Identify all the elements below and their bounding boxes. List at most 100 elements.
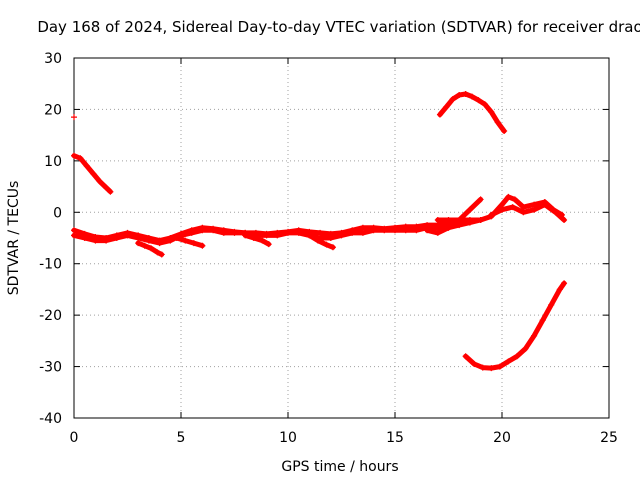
series-trace (306, 232, 336, 250)
data-point (488, 365, 495, 372)
data-point (92, 233, 99, 240)
data-point (71, 227, 77, 234)
data-point (481, 101, 488, 108)
data-point (509, 204, 516, 211)
data-point (231, 228, 238, 235)
x-axis-label: GPS time / hours (281, 459, 398, 475)
data-point (531, 332, 538, 339)
y-tick-label: -40 (39, 411, 62, 427)
data-point (148, 245, 155, 252)
data-point (488, 211, 495, 218)
data-point (552, 209, 559, 216)
data-point (445, 224, 452, 231)
data-point (135, 240, 142, 247)
data-point (475, 97, 482, 104)
data-point (90, 170, 97, 177)
data-point (381, 225, 388, 232)
data-point (135, 232, 142, 239)
data-point (329, 244, 336, 251)
data-point (522, 345, 529, 352)
x-tick-label: 5 (177, 430, 186, 446)
data-point (471, 361, 478, 367)
axis-ticks: 0 5 10 15 20 25 -40 -30 -20 -10 0 10 20 30 (39, 51, 618, 446)
series-arc-dip-near-9h (242, 232, 272, 248)
data-point (113, 232, 120, 239)
data-point (96, 178, 103, 185)
data-point (274, 229, 281, 236)
series-arc-late-lower (488, 201, 568, 223)
data-point (145, 235, 152, 241)
series-arc-dip-near-12h (306, 232, 336, 251)
data-point (413, 223, 420, 230)
data-point (285, 228, 291, 235)
data-point (103, 184, 110, 191)
data-point (103, 235, 110, 241)
data-point (124, 229, 131, 236)
data-point (445, 217, 452, 223)
x-tick-label: 15 (386, 430, 404, 446)
y-tick-label: -30 (39, 360, 62, 376)
x-tick-label: 10 (279, 430, 297, 446)
y-tick-label: 0 (53, 205, 62, 221)
data-point (466, 217, 473, 223)
data-point (190, 240, 197, 247)
data-point (178, 230, 184, 237)
data-point (556, 286, 563, 293)
series-trace (463, 280, 567, 371)
data-point (242, 232, 249, 239)
data-point (259, 237, 266, 244)
data-point (83, 163, 90, 169)
series-arc-dip-near-6h (173, 235, 206, 249)
data-point (494, 119, 501, 126)
data-point (265, 241, 272, 248)
data-point (359, 224, 366, 231)
x-tick-label: 25 (600, 430, 618, 446)
data-point (520, 204, 527, 211)
data-point (436, 111, 443, 118)
data-point (466, 206, 473, 213)
series-arc-low-bowl (462, 280, 568, 372)
data-point (306, 232, 313, 239)
data-point (252, 229, 259, 236)
data-point (520, 209, 527, 216)
data-point (71, 114, 77, 121)
data-point (182, 237, 189, 244)
data-point (488, 109, 495, 115)
data-point (434, 229, 441, 236)
data-point (317, 229, 324, 236)
data-point (469, 93, 476, 100)
series-arc-high-upper (436, 91, 508, 135)
data-point (71, 232, 77, 239)
series-arc-isolated-point (71, 114, 77, 121)
data-point (456, 217, 463, 223)
data-point (511, 196, 518, 203)
y-axis-label: SDTVAR / TECUs (6, 181, 22, 296)
series-trace (174, 235, 205, 249)
data-point (561, 217, 568, 223)
data-point (449, 96, 456, 103)
series-arc-dip-near-4h (135, 240, 165, 258)
y-tick-label: 30 (44, 51, 62, 67)
data-point (392, 224, 398, 231)
series-arc-baseline-b (71, 219, 463, 244)
data-point (462, 353, 469, 360)
data-point (323, 241, 330, 248)
data-point (513, 353, 520, 360)
data-point (531, 201, 538, 208)
data-point (158, 251, 165, 258)
data-point (462, 91, 469, 97)
data-point (314, 237, 321, 244)
chart-title: Day 168 of 2024, Sidereal Day-to-day VTE… (37, 18, 640, 36)
data-point (167, 235, 174, 241)
data-point (456, 92, 463, 99)
data-point (188, 227, 195, 234)
data-point (499, 201, 505, 208)
data-point (443, 103, 450, 110)
data-point (370, 224, 377, 231)
data-point (154, 249, 161, 256)
data-point (499, 206, 505, 213)
data-point (561, 280, 568, 287)
data-point (548, 301, 555, 308)
data-point (477, 196, 484, 203)
y-tick-label: 20 (44, 102, 62, 118)
